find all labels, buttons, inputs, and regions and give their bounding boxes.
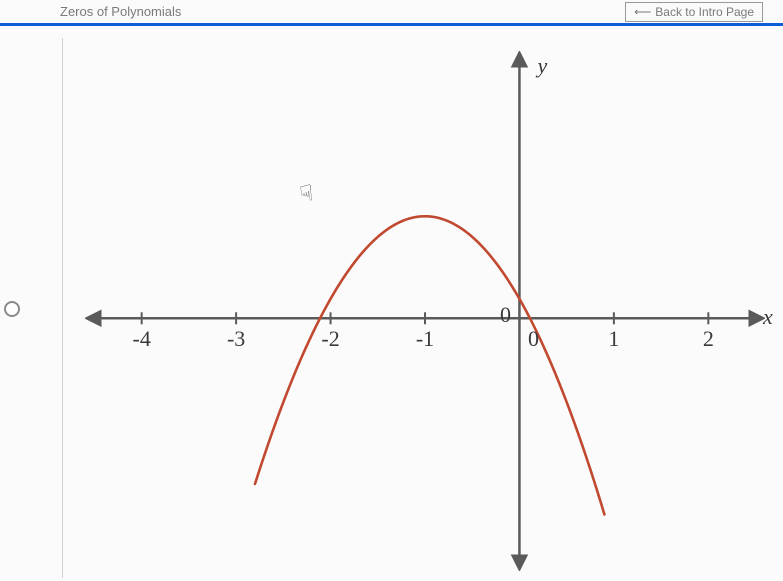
left-divider: [62, 38, 63, 578]
tick-label--3: -3: [227, 326, 245, 352]
tick-label-2: 2: [703, 326, 714, 352]
x-axis-label: x: [763, 304, 773, 330]
tick-label-1: 1: [608, 326, 619, 352]
back-label: Back to Intro Page: [655, 5, 754, 19]
back-icon: ⟵: [634, 5, 651, 19]
chart-area: -4-3-2-10012yx ☟: [0, 26, 783, 578]
back-button[interactable]: ⟵ Back to Intro Page: [625, 2, 763, 22]
top-bar: Zeros of Polynomials ⟵ Back to Intro Pag…: [0, 0, 783, 26]
tab-zeros[interactable]: Zeros of Polynomials: [60, 4, 181, 19]
tick-label-0: 0: [528, 326, 539, 352]
polynomial-graph: [85, 51, 765, 571]
option-radio[interactable]: [4, 301, 20, 317]
tick-label--4: -4: [132, 326, 150, 352]
y-axis-label: y: [537, 53, 547, 79]
tick-label--1: -1: [416, 326, 434, 352]
tick-label--2: -2: [321, 326, 339, 352]
origin-zero-top: 0: [500, 302, 511, 328]
